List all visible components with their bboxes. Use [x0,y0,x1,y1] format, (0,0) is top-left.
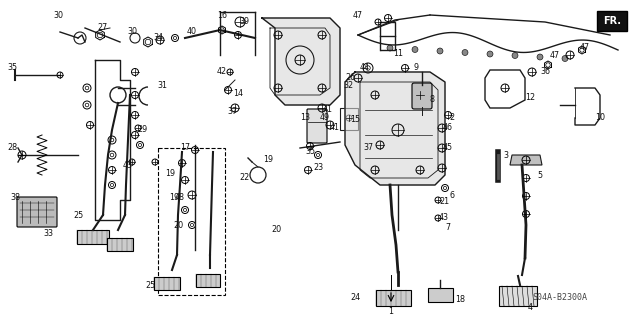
Text: 45: 45 [443,144,453,152]
Text: 49: 49 [320,114,330,122]
Text: 43: 43 [439,213,449,222]
Text: 21: 21 [439,197,449,206]
Circle shape [562,56,568,62]
Text: 28: 28 [7,144,17,152]
Text: 17: 17 [180,144,190,152]
Text: 5: 5 [538,170,543,180]
Text: 35: 35 [305,147,315,157]
Text: 47: 47 [550,50,560,60]
Text: 7: 7 [445,224,451,233]
Text: 41: 41 [330,123,340,132]
Text: 32: 32 [343,80,353,90]
Circle shape [412,47,418,53]
Text: 10: 10 [595,114,605,122]
Text: 30: 30 [127,27,137,36]
Text: 30: 30 [53,11,63,19]
Circle shape [462,49,468,56]
Text: 14: 14 [233,88,243,98]
Text: 31: 31 [157,80,167,90]
Polygon shape [510,155,542,165]
Text: 19: 19 [169,194,179,203]
Polygon shape [499,286,537,306]
Text: 35: 35 [7,63,17,72]
Text: 43: 43 [123,160,133,169]
Polygon shape [107,238,133,250]
Circle shape [437,48,443,54]
Polygon shape [428,288,452,302]
Text: 44: 44 [360,63,370,72]
Text: 39: 39 [239,18,249,26]
Text: 2: 2 [449,114,454,122]
Polygon shape [262,18,340,105]
Text: 40: 40 [187,27,197,36]
Text: 34: 34 [153,33,163,42]
Text: 9: 9 [413,63,419,72]
Text: 25: 25 [73,211,83,219]
Text: 29: 29 [137,125,147,135]
Text: 42: 42 [217,68,227,77]
Text: 36: 36 [540,68,550,77]
Text: 20: 20 [271,226,281,234]
Polygon shape [376,290,410,306]
Text: 3: 3 [504,151,509,160]
Text: 4: 4 [527,303,532,313]
FancyBboxPatch shape [307,109,327,143]
Text: 46: 46 [443,123,453,132]
Text: 37: 37 [363,144,373,152]
Polygon shape [345,72,445,185]
Circle shape [487,51,493,57]
Text: 19: 19 [165,168,175,177]
Text: 11: 11 [393,48,403,57]
Text: 26: 26 [345,73,355,83]
Text: 20: 20 [173,221,183,231]
Circle shape [512,53,518,58]
Text: 41: 41 [323,106,333,115]
Polygon shape [77,230,109,244]
Text: 37: 37 [227,108,237,116]
Polygon shape [196,273,220,286]
Text: 15: 15 [350,115,360,124]
Circle shape [250,167,266,183]
Text: 18: 18 [455,295,465,305]
Text: 27: 27 [98,24,108,33]
FancyBboxPatch shape [597,11,627,31]
Text: 23: 23 [313,164,323,173]
Circle shape [537,54,543,60]
Text: 12: 12 [525,93,535,102]
Text: 13: 13 [300,114,310,122]
Text: 48: 48 [175,192,185,202]
Text: 33: 33 [43,229,53,239]
Text: FR.: FR. [603,16,621,26]
FancyBboxPatch shape [17,197,57,227]
Text: S04A-B2300A: S04A-B2300A [532,293,588,302]
Polygon shape [154,277,180,290]
Text: 16: 16 [217,11,227,19]
Text: 19: 19 [263,155,273,165]
Text: 25: 25 [145,280,155,290]
Text: 38: 38 [10,194,20,203]
Text: 24: 24 [350,293,360,301]
Text: 1: 1 [388,308,394,316]
Circle shape [387,45,393,51]
Text: 22: 22 [239,174,249,182]
FancyBboxPatch shape [412,83,432,109]
Text: 6: 6 [449,190,454,199]
Text: 47: 47 [580,43,590,53]
Text: 47: 47 [353,11,363,19]
Text: 8: 8 [429,95,435,105]
